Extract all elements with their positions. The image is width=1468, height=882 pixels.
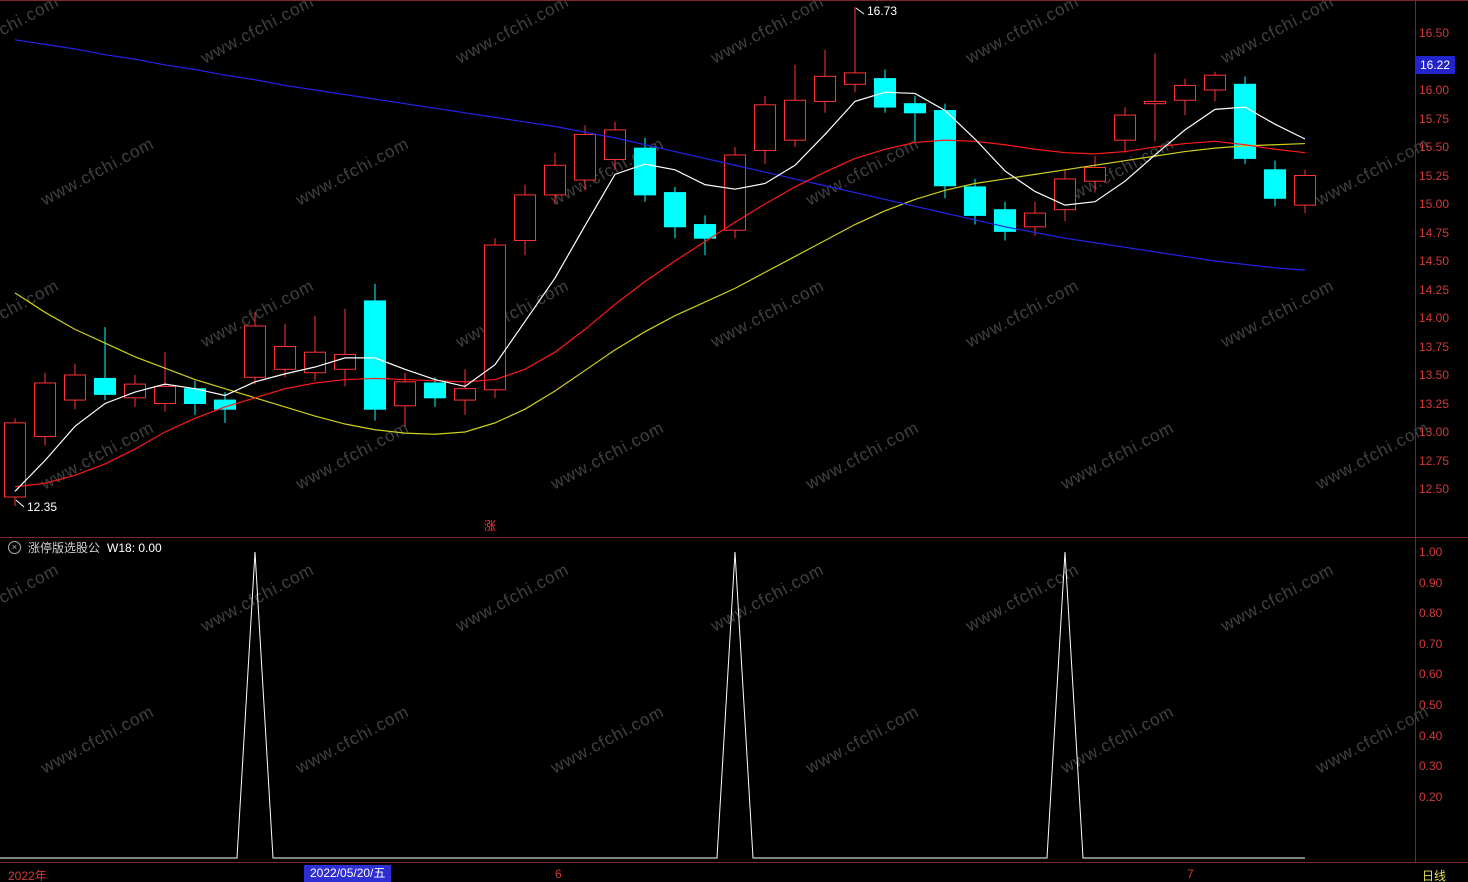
candle-body <box>1204 74 1226 91</box>
ma-yellow-line <box>14 142 1306 435</box>
indicator-signal-line <box>0 551 1305 859</box>
indicator-name[interactable]: 涨停版选股公 <box>28 541 101 555</box>
x-axis-month-label: 7 <box>1187 867 1194 881</box>
candle-body <box>1054 178 1076 211</box>
indicator-header: × 涨停版选股公 W18: 0.00 <box>8 539 162 556</box>
indicator-tick-label: 0.80 <box>1419 606 1443 621</box>
price-tick-label: 15.25 <box>1419 168 1450 183</box>
price-tick-label: 13.00 <box>1419 425 1450 439</box>
last-price-tag: 16.22 <box>1415 55 1456 74</box>
candle-body <box>64 374 86 401</box>
candle-body <box>1024 212 1046 228</box>
candle-body <box>784 99 806 141</box>
limit-up-event-marker: 涨 <box>484 519 497 533</box>
candle-body <box>574 133 596 181</box>
candle-body <box>124 383 146 399</box>
low-price-annotation: 12.35 <box>27 500 58 514</box>
candle-body <box>634 147 656 196</box>
price-tick-label: 14.50 <box>1419 254 1450 268</box>
chart-plot-area[interactable] <box>0 0 1415 882</box>
indicator-param-value: W18: 0.00 <box>107 540 162 555</box>
price-axis-separator <box>1415 0 1416 862</box>
candle-body <box>4 422 26 498</box>
indicator-tick-label: 0.90 <box>1419 575 1443 590</box>
candle-body <box>514 194 536 241</box>
candle-body <box>964 186 986 216</box>
candle-body <box>154 385 176 404</box>
candle-body <box>214 399 236 410</box>
price-axis: 16.5016.2516.0015.7515.5015.2515.0014.75… <box>1416 0 1468 862</box>
candle-body <box>1144 100 1166 105</box>
price-tick-label: 12.75 <box>1419 453 1450 468</box>
candle-body <box>814 75 836 102</box>
candle-body <box>1174 84 1196 101</box>
price-tick-label: 13.50 <box>1419 368 1450 382</box>
indicator-tick-label: 0.30 <box>1419 759 1443 774</box>
candle-body <box>1294 175 1316 206</box>
candle-body <box>1084 167 1106 182</box>
price-tick-label: 15.00 <box>1419 197 1450 211</box>
candle-body <box>334 353 356 370</box>
candle-body <box>304 351 326 374</box>
candle-body <box>34 382 56 438</box>
period-selector-label[interactable]: 日线 <box>1422 869 1447 882</box>
candle-body <box>694 224 716 239</box>
candle-body <box>664 192 686 228</box>
low-annotation-arrow <box>15 499 25 508</box>
price-tick-label: 13.25 <box>1419 396 1450 411</box>
ma-blue-line <box>14 39 1306 271</box>
price-tick-label: 14.00 <box>1419 311 1450 325</box>
price-tick-label: 16.00 <box>1419 83 1450 97</box>
candle-body <box>424 382 446 399</box>
indicator-tick-label: 0.50 <box>1419 698 1443 712</box>
indicator-tick-label: 0.60 <box>1419 667 1443 682</box>
candle-body <box>1114 114 1136 141</box>
ma-white-line <box>14 91 1306 492</box>
price-tick-label: 13.75 <box>1419 339 1450 354</box>
indicator-tick-label: 1.00 <box>1419 545 1443 559</box>
x-axis-month-label: 6 <box>555 867 562 881</box>
candle-body <box>544 164 566 196</box>
indicator-tick-label: 0.70 <box>1419 636 1443 651</box>
candle-body <box>934 110 956 187</box>
indicator-tick-label: 0.20 <box>1419 789 1443 804</box>
candle-body <box>1234 83 1256 159</box>
candle-body <box>754 104 776 151</box>
time-axis-line <box>0 862 1468 863</box>
price-tick-label: 15.75 <box>1419 111 1450 126</box>
panel-divider-line[interactable] <box>0 537 1468 538</box>
candle-body <box>724 154 746 231</box>
x-axis-selected-date[interactable]: 2022/05/20/五 <box>304 865 392 882</box>
candle-body <box>844 72 866 85</box>
candle-body <box>904 103 926 114</box>
top-border-line <box>0 0 1468 1</box>
candle-body <box>454 388 476 401</box>
high-annotation-arrow <box>855 7 865 15</box>
price-tick-label: 14.25 <box>1419 282 1450 297</box>
candle-body <box>484 244 506 391</box>
high-price-annotation: 16.73 <box>867 4 898 18</box>
price-tick-label: 12.50 <box>1419 482 1450 496</box>
collapse-indicator-icon[interactable]: × <box>8 541 21 554</box>
candle-body <box>604 129 626 161</box>
indicator-tick-label: 0.40 <box>1419 728 1443 743</box>
price-tick-label: 15.50 <box>1419 140 1450 154</box>
candle-body <box>1264 169 1286 199</box>
candle-body <box>244 325 266 378</box>
price-tick-label: 14.75 <box>1419 225 1450 240</box>
candle-body <box>94 377 116 395</box>
candle-body <box>274 346 296 370</box>
price-tick-label: 16.50 <box>1419 26 1450 40</box>
ma-red-line <box>14 139 1306 488</box>
candle-body <box>364 300 386 410</box>
x-axis-year-label: 2022年 <box>8 869 47 882</box>
candle-body <box>394 381 416 407</box>
